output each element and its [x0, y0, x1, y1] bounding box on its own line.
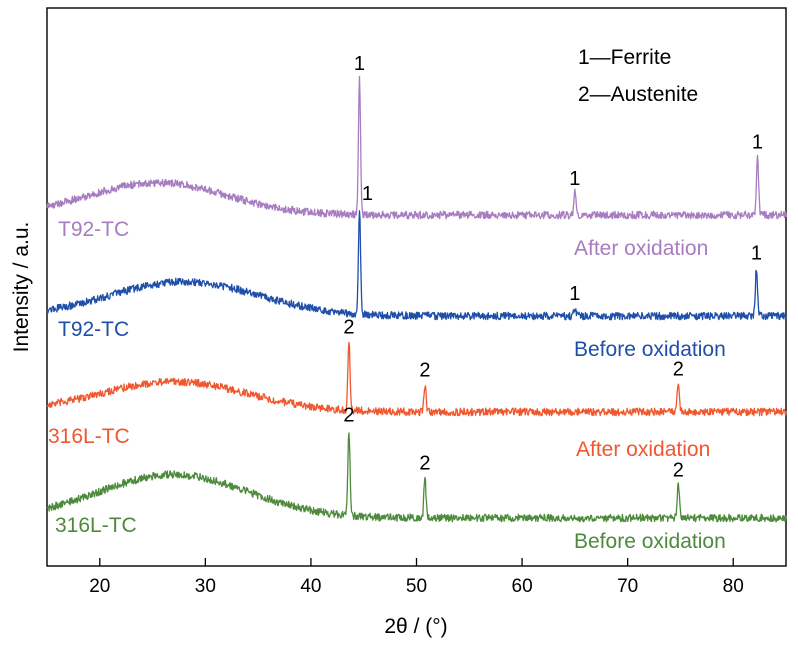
x-tick-label-20: 20	[89, 576, 110, 597]
peak-label-3-2: 2	[419, 360, 430, 382]
peak-label-4-3: 2	[673, 460, 684, 482]
x-tick-label-60: 60	[512, 576, 533, 597]
x-axis-label: 2θ / (°)	[384, 615, 447, 638]
series-line-1	[46, 75, 787, 220]
series-label-3: 316L-TC	[48, 425, 130, 448]
x-tick-label-30: 30	[195, 576, 216, 597]
series-label-2: T92-TC	[58, 318, 129, 341]
series-condition-1: After oxidation	[574, 237, 708, 260]
peak-label-4-1: 2	[343, 405, 354, 427]
series-condition-3: After oxidation	[576, 438, 710, 461]
x-tick-label-40: 40	[300, 576, 321, 597]
peak-label-3-1: 2	[343, 316, 354, 338]
legend-entry-ferrite: 1—Ferrite	[578, 46, 671, 69]
y-axis-label: Intensity / a.u.	[10, 222, 33, 353]
peak-label-1-1: 1	[354, 53, 365, 75]
x-tick-label-80: 80	[723, 576, 744, 597]
peak-label-4-2: 2	[419, 452, 430, 474]
peak-label-2-2: 1	[569, 283, 580, 305]
x-tick-label-50: 50	[406, 576, 427, 597]
series-label-4: 316L-TC	[55, 514, 137, 537]
series-condition-4: Before oxidation	[574, 530, 726, 553]
x-axis-ticks: 20 30 40 50 60 70 80	[89, 558, 744, 597]
series-condition-2: Before oxidation	[574, 338, 726, 361]
x-tick-label-70: 70	[617, 576, 638, 597]
labels-layer: 1 1 1 T92-TC After oxidation 1 1 1 T92-TC Before …	[48, 53, 763, 553]
series-label-1: T92-TC	[58, 218, 129, 241]
legend: 1—Ferrite 2—Austenite	[578, 46, 698, 106]
peak-label-3-3: 2	[673, 359, 684, 381]
series-line-3	[46, 341, 787, 417]
legend-entry-austenite: 2—Austenite	[578, 83, 698, 106]
peak-label-2-3: 1	[751, 243, 762, 265]
series-line-4	[46, 432, 787, 523]
peak-label-1-3: 1	[752, 131, 763, 153]
series-line-2	[46, 210, 787, 321]
series-layer	[46, 75, 787, 523]
peak-label-2-1: 1	[362, 183, 373, 205]
peak-label-1-2: 1	[569, 168, 580, 190]
